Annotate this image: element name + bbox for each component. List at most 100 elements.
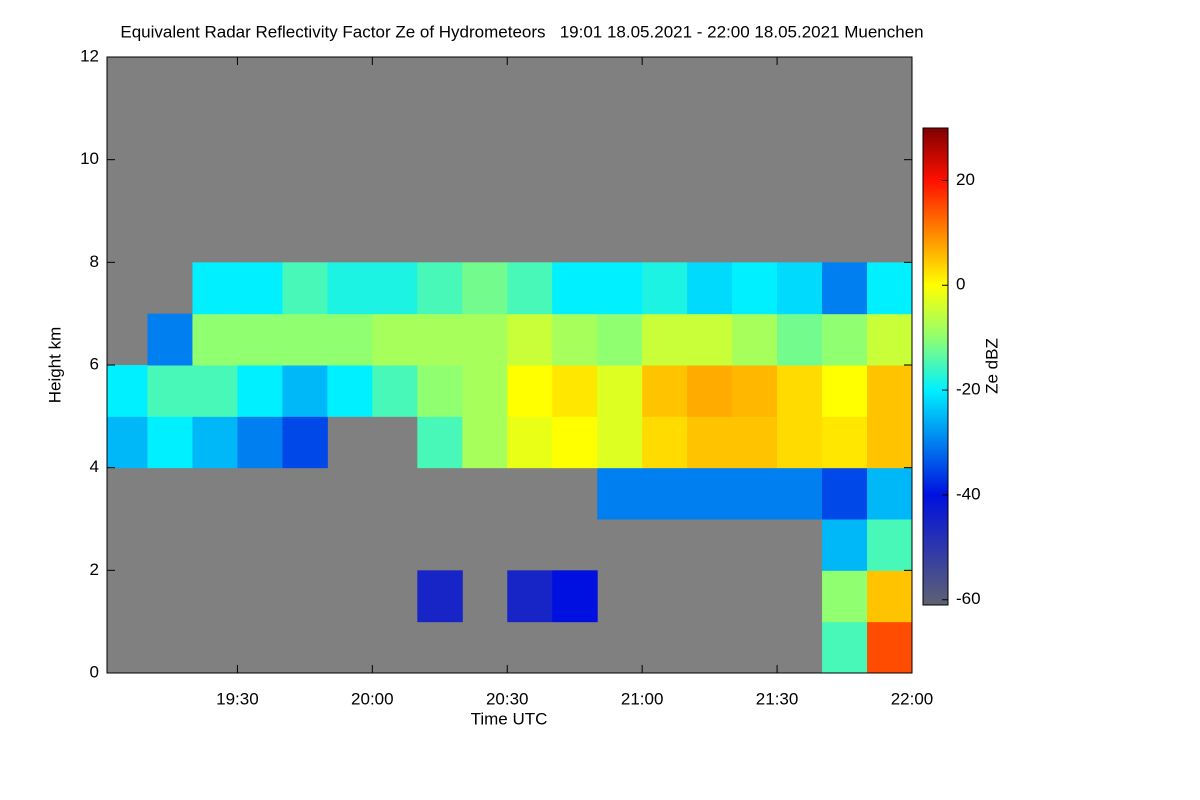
heatmap-cell [867,467,913,520]
heatmap-cell [147,313,193,366]
heatmap-cell [552,313,598,366]
heatmap-cell [867,313,913,366]
heatmap-cell [687,313,733,366]
heatmap-cell [732,365,778,417]
heatmap-cell [687,467,733,520]
x-tick-label: 21:00 [621,689,664,708]
heatmap-cell [372,313,418,366]
y-tick-label: 12 [80,46,99,65]
heatmap-cell [417,365,463,417]
heatmap-cell [462,262,508,315]
heatmap-cell [642,416,688,469]
heatmap-cell [822,262,868,315]
heatmap-cell [237,365,283,417]
colorbar-label: Ze dBZ [982,338,1001,394]
heatmap-cell [867,416,913,469]
colorbar [922,127,949,606]
heatmap-cell [417,570,463,623]
heatmap-cell [867,365,913,417]
heatmap-cell [867,519,913,571]
heatmap-cell [687,262,733,315]
heatmap-cell [327,365,373,417]
heatmap-cell [597,262,643,315]
colorbar-tick-label: -40 [956,484,981,503]
heatmap-cell [777,467,823,520]
heatmap-cell [462,313,508,366]
heatmap-cell [327,262,373,315]
heatmap-cell [417,313,463,366]
heatmap-cell [552,416,598,469]
heatmap-cell [327,313,373,366]
heatmap-cell [282,262,328,315]
heatmap-cell [282,416,328,469]
y-tick-label: 8 [90,252,99,271]
heatmap-cell [687,365,733,417]
heatmap-cell [777,262,823,315]
y-tick-label: 10 [80,149,99,168]
heatmap-cell [552,570,598,623]
x-tick-label: 20:00 [351,689,394,708]
heatmap-cell [192,365,238,417]
heatmap-cell [237,313,283,366]
colorbar-tick-label: 0 [956,275,965,294]
x-tick-label: 19:30 [216,689,259,708]
heatmap-cell [597,467,643,520]
heatmap-cell [732,467,778,520]
heatmap-cell [822,365,868,417]
heatmap-cell [777,313,823,366]
heatmap-cell [642,262,688,315]
heatmap-cell [777,416,823,469]
heatmap-cell [507,570,553,623]
heatmap-cell [192,313,238,366]
x-tick-label: 22:00 [891,689,934,708]
y-axis-label: Height km [45,327,64,404]
heatmap-cell [867,621,913,674]
heatmap-cell [777,365,823,417]
heatmap-cell [822,467,868,520]
heatmap-cell [552,262,598,315]
heatmap-cell [867,262,913,315]
x-tick-label: 20:30 [486,689,529,708]
y-tick-label: 6 [90,354,99,373]
heatmap-cell [732,416,778,469]
heatmap-cell [462,365,508,417]
heatmap-cell [822,313,868,366]
y-tick-label: 4 [90,457,99,476]
heatmap-cell [642,467,688,520]
y-tick-label: 0 [90,662,99,681]
chart-title: Equivalent Radar Reflectivity Factor Ze … [120,22,923,41]
heatmap-cell [597,313,643,366]
heatmap-cell [417,262,463,315]
heatmap-cell [372,365,418,417]
heatmap-cell [822,621,868,674]
x-tick-label: 21:30 [756,689,799,708]
heatmap-cell [507,262,553,315]
heatmap-cell [732,262,778,315]
heatmap-cell [597,365,643,417]
heatmap-cell [507,416,553,469]
heatmap-cell [867,570,913,623]
heatmap-cell [732,313,778,366]
heatmap-cell [822,570,868,623]
heatmap-cell [642,313,688,366]
heatmap-cell [462,416,508,469]
heatmap-cell [107,416,148,469]
heatmap-cell [147,365,193,417]
heatmap-cell [147,416,193,469]
heatmap-cell [107,365,148,417]
heatmap-cell [687,416,733,469]
heatmap-cell [192,262,238,315]
heatmap-cell [507,365,553,417]
heatmap-cell [372,262,418,315]
heatmap-cell [192,416,238,469]
heatmap-cell [507,313,553,366]
heatmap-cell [282,313,328,366]
heatmap-cell [237,262,283,315]
heatmap-cell [417,416,463,469]
heatmap-cell [237,416,283,469]
colorbar-tick-label: 20 [956,170,975,189]
heatmap-cell [597,416,643,469]
heatmap-cell [552,365,598,417]
